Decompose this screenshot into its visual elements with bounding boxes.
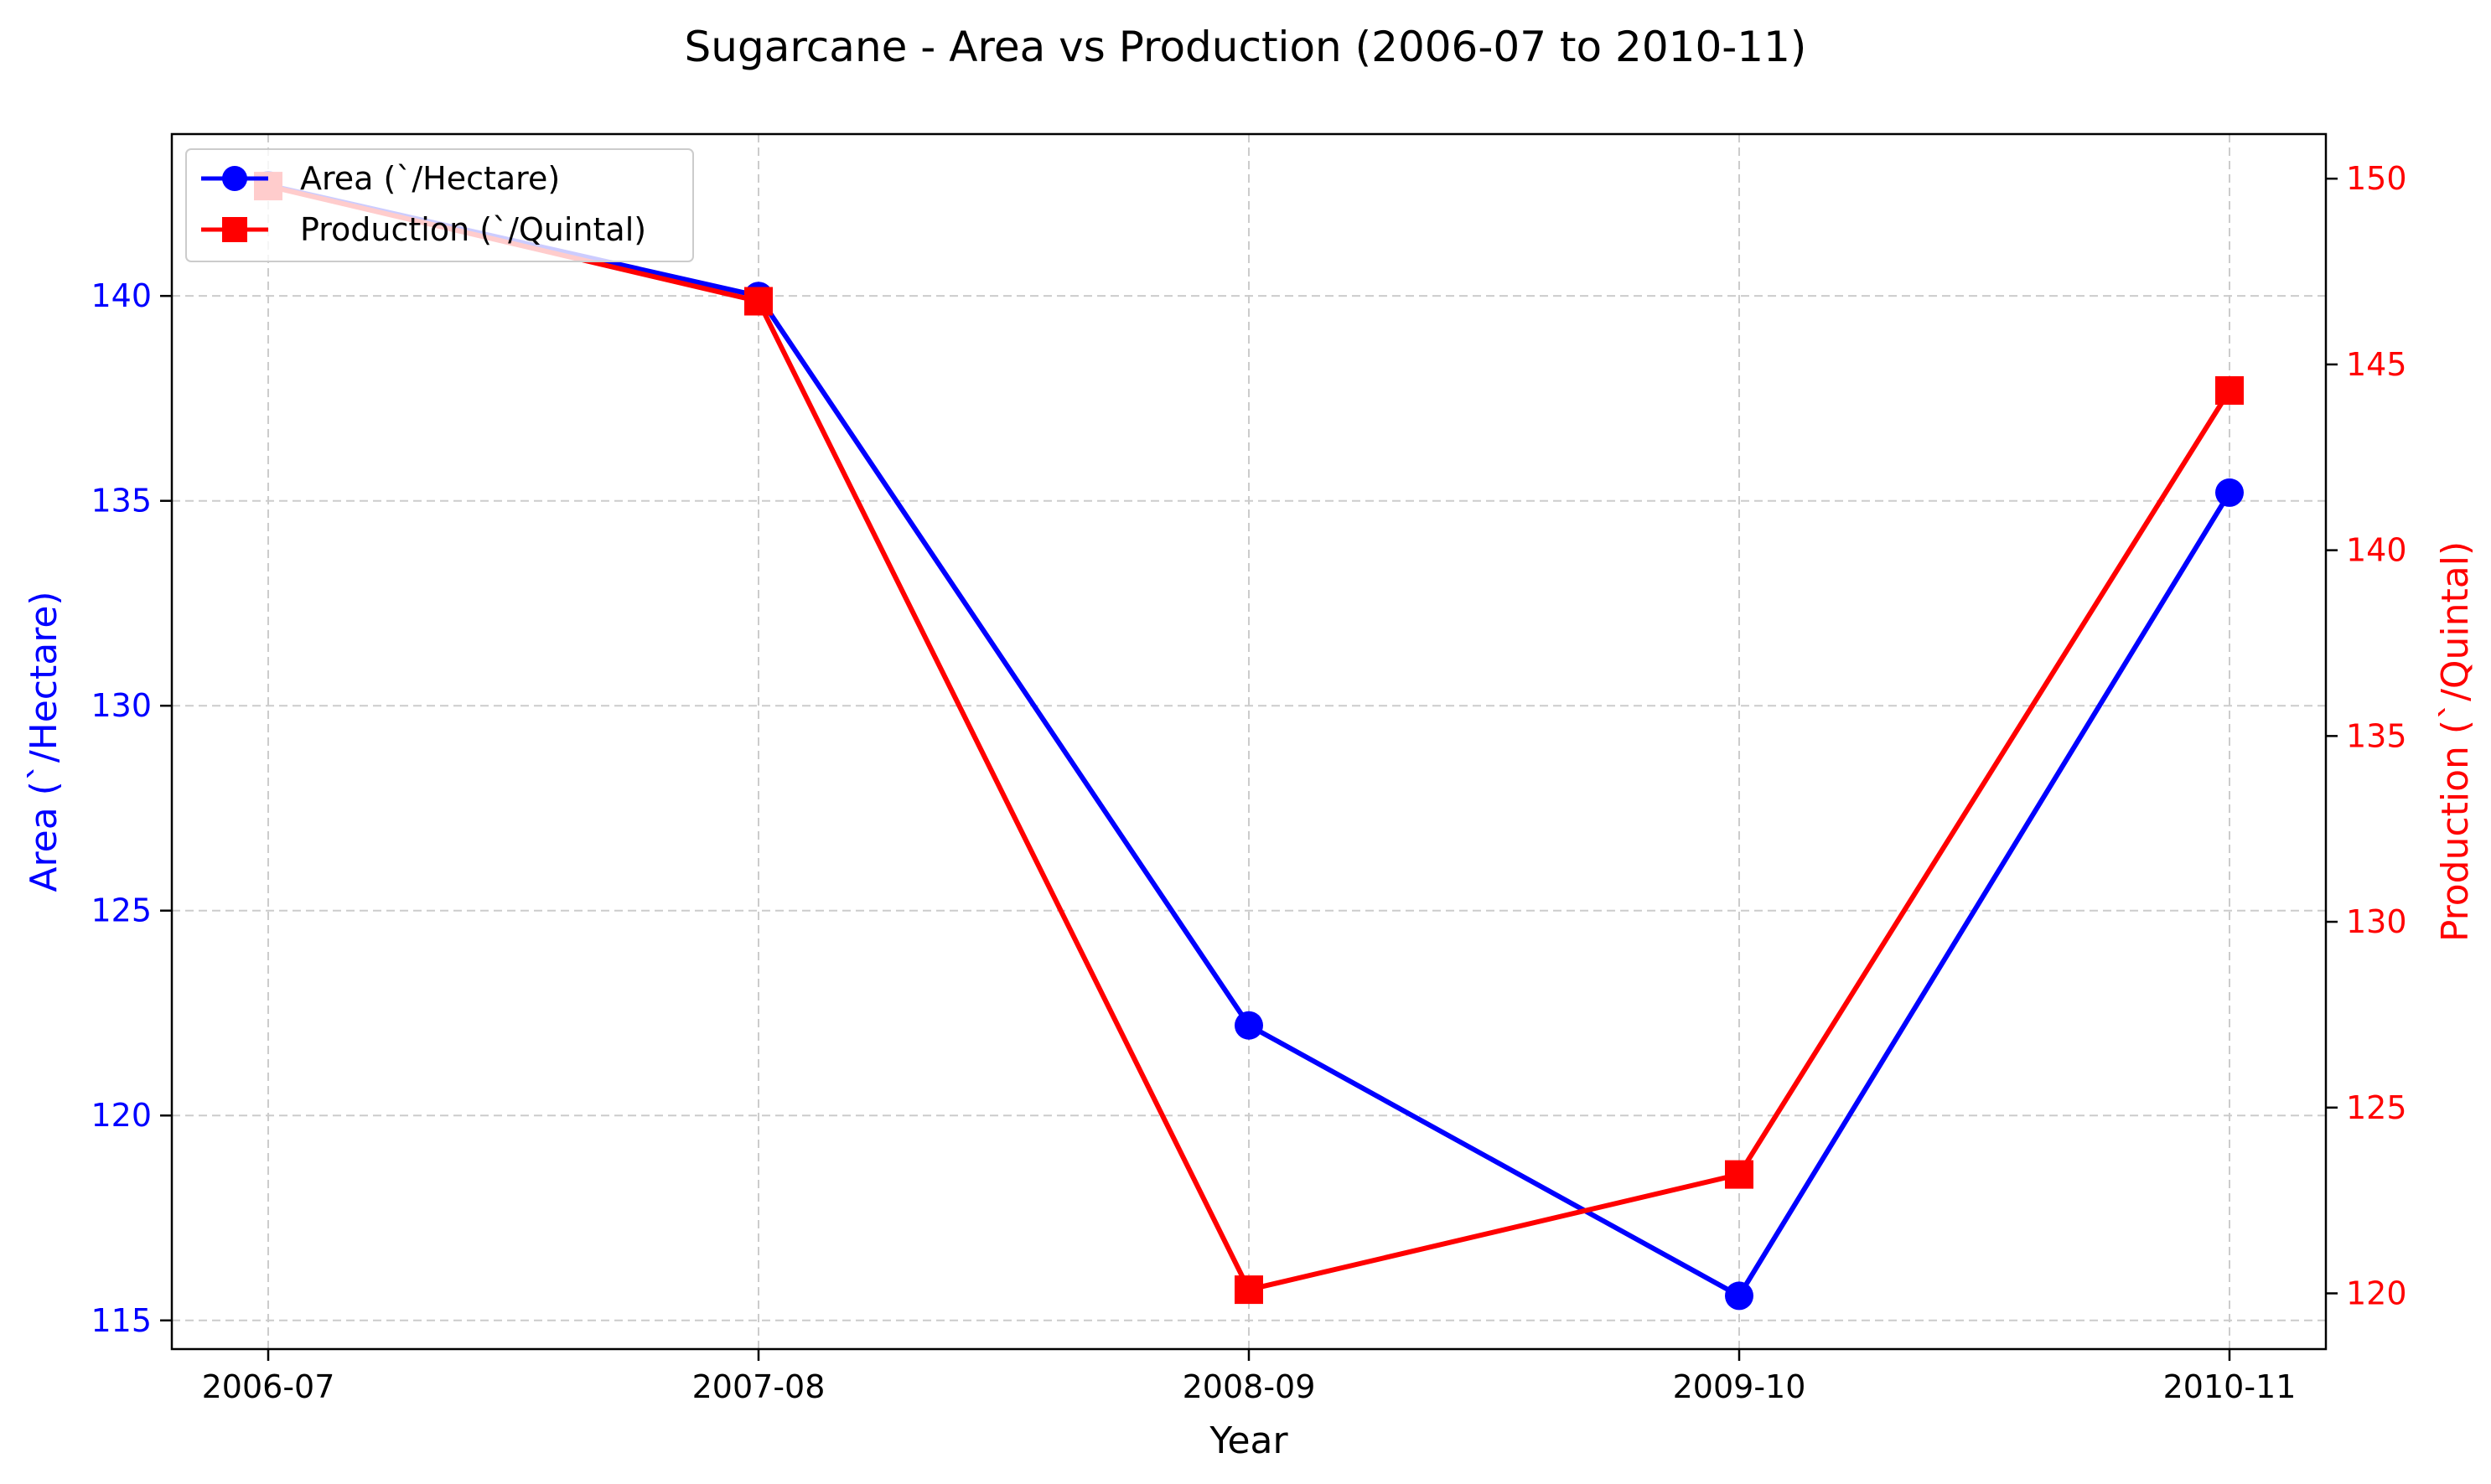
data-point-production bbox=[1235, 1275, 1263, 1305]
x-tick-label: 2010-11 bbox=[2163, 1368, 2297, 1405]
legend-marker-area bbox=[222, 166, 247, 191]
data-point-production bbox=[744, 287, 773, 316]
x-tick-label: 2007-08 bbox=[692, 1368, 826, 1405]
legend-box bbox=[185, 148, 694, 262]
left-tick-label: 140 bbox=[91, 277, 152, 314]
grid-lines bbox=[172, 134, 2326, 1349]
data-point-production bbox=[1725, 1160, 1753, 1189]
legend-marker-production bbox=[222, 217, 247, 242]
left-tick-label: 115 bbox=[91, 1302, 152, 1339]
x-tick-label: 2009-10 bbox=[1673, 1368, 1806, 1405]
x-tick-label: 2006-07 bbox=[202, 1368, 335, 1405]
axis-ticks: 2006-07 2007-08 2008-09 2009-10 2010-11 115 12… bbox=[91, 160, 2406, 1405]
right-tick-label: 120 bbox=[2346, 1275, 2407, 1311]
right-tick-label: 145 bbox=[2346, 346, 2407, 383]
data-point-area bbox=[1725, 1281, 1753, 1311]
data-point-area bbox=[1235, 1011, 1263, 1040]
legend: Area (`/Hectare) Production (`/Quintal) bbox=[185, 148, 694, 262]
right-tick-label: 125 bbox=[2346, 1089, 2407, 1126]
x-tick-label: 2008-09 bbox=[1183, 1368, 1316, 1405]
x-axis-label: Year bbox=[1209, 1419, 1288, 1462]
right-tick-label: 140 bbox=[2346, 532, 2407, 569]
data-point-area bbox=[2215, 478, 2244, 507]
legend-label-area: Area (`/Hectare) bbox=[300, 160, 560, 197]
legend-label-production: Production (`/Quintal) bbox=[300, 211, 646, 248]
left-axis-label: Area (`/Hectare) bbox=[23, 591, 65, 892]
right-tick-label: 150 bbox=[2346, 160, 2407, 197]
left-tick-label: 130 bbox=[91, 687, 152, 724]
data-point-production bbox=[2215, 376, 2244, 405]
chart-title: Sugarcane - Area vs Production (2006-07 … bbox=[685, 23, 1807, 71]
left-tick-label: 120 bbox=[91, 1097, 152, 1134]
right-tick-label: 130 bbox=[2346, 903, 2407, 940]
right-tick-label: 135 bbox=[2346, 717, 2407, 754]
left-tick-label: 125 bbox=[91, 892, 152, 929]
left-tick-label: 135 bbox=[91, 483, 152, 520]
right-axis-label: Production (`/Quintal) bbox=[2434, 541, 2477, 942]
